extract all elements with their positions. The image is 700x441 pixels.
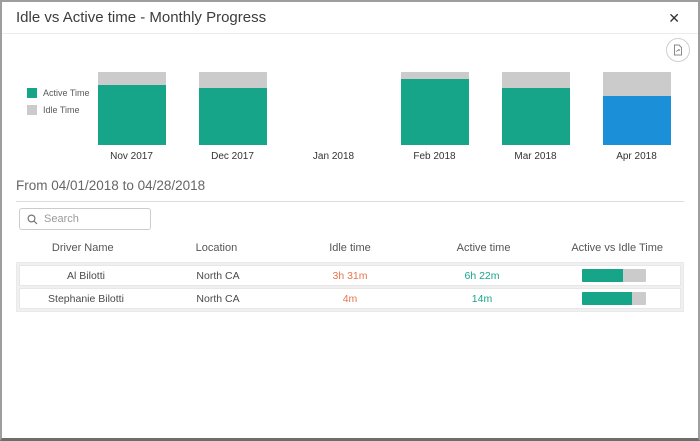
legend-item: Idle Time xyxy=(27,105,90,115)
month-label: Jan 2018 xyxy=(312,151,355,162)
column-header: Idle time xyxy=(329,242,371,254)
chart-bar-slot: Jan 2018 xyxy=(283,72,384,162)
stacked-bar[interactable] xyxy=(602,72,671,145)
chart-bars: Nov 2017 Dec 2017 Jan 2018 Feb 2018 Mar 2018… xyxy=(81,72,687,162)
chart-bar-slot: Dec 2017 xyxy=(182,72,283,162)
month-label: Feb 2018 xyxy=(413,151,456,162)
month-label: Apr 2018 xyxy=(616,151,657,162)
stacked-bar[interactable] xyxy=(400,72,469,145)
active-ratio-fill xyxy=(582,292,632,305)
stacked-bar[interactable] xyxy=(198,72,267,145)
active-vs-idle-cell xyxy=(548,292,680,305)
column-header: Location xyxy=(195,242,238,254)
active-vs-idle-bar xyxy=(582,292,646,305)
idle-segment xyxy=(602,72,671,97)
active-segment xyxy=(602,96,671,145)
column-header: Active time xyxy=(456,242,511,254)
driver-name-cell: Al Bilotti xyxy=(67,269,105,282)
location-cell: North CA xyxy=(196,292,240,305)
export-report-icon xyxy=(674,44,682,56)
dialog-title: Idle vs Active time - Monthly Progress xyxy=(16,9,267,26)
active-vs-idle-bar xyxy=(582,269,646,282)
active-ratio-fill xyxy=(582,269,623,282)
driver-name-cell: Stephanie Bilotti xyxy=(48,292,124,305)
table-header-row: Driver Name Location Idle time Active time A… xyxy=(16,242,684,254)
chart-bar-slot: Apr 2018 xyxy=(586,72,687,162)
table-row[interactable]: Al Bilotti North CA 3h 31m 6h 22m xyxy=(19,265,681,286)
idle-segment xyxy=(501,72,570,89)
stacked-bar[interactable] xyxy=(501,72,570,145)
chart-legend: Active Time Idle Time xyxy=(27,88,90,122)
active-time-cell: 14m xyxy=(471,292,493,305)
search-icon xyxy=(27,213,38,224)
idle-segment xyxy=(400,72,469,79)
column-header: Active vs Idle Time xyxy=(571,242,664,254)
month-label: Nov 2017 xyxy=(110,151,153,162)
legend-label: Active Time xyxy=(43,88,90,98)
table-row[interactable]: Stephanie Bilotti North CA 4m 14m xyxy=(19,288,681,309)
column-header: Driver Name xyxy=(51,242,114,254)
active-segment xyxy=(400,78,469,145)
chart-bar-slot: Feb 2018 xyxy=(384,72,485,162)
legend-item: Active Time xyxy=(27,88,90,98)
active-segment xyxy=(501,88,570,145)
active-segment xyxy=(198,88,267,145)
active-time-cell: 6h 22m xyxy=(464,269,500,282)
drivers-table: Al Bilotti North CA 3h 31m 6h 22m Stephanie … xyxy=(16,262,684,312)
legend-swatch xyxy=(27,88,37,98)
close-icon[interactable]: ✕ xyxy=(664,9,684,27)
month-label: Mar 2018 xyxy=(514,151,557,162)
active-segment xyxy=(97,85,166,145)
idle-time-cell: 3h 31m xyxy=(332,269,368,282)
legend-label: Idle Time xyxy=(43,105,80,115)
legend-swatch xyxy=(27,105,37,115)
search-box[interactable] xyxy=(19,208,151,230)
active-vs-idle-cell xyxy=(548,269,680,282)
export-report-button[interactable] xyxy=(666,38,690,62)
idle-segment xyxy=(198,72,267,89)
location-cell: North CA xyxy=(196,269,240,282)
dialog-header: Idle vs Active time - Monthly Progress ✕ xyxy=(2,2,698,34)
stacked-bar[interactable] xyxy=(300,72,368,145)
month-label: Dec 2017 xyxy=(211,151,254,162)
date-range-label: From 04/01/2018 to 04/28/2018 xyxy=(16,178,684,202)
search-input[interactable] xyxy=(44,213,143,225)
chart-bar-slot: Nov 2017 xyxy=(81,72,182,162)
stacked-bar[interactable] xyxy=(97,72,166,145)
idle-segment xyxy=(97,72,166,86)
chart-bar-slot: Mar 2018 xyxy=(485,72,586,162)
idle-time-cell: 4m xyxy=(342,292,358,305)
